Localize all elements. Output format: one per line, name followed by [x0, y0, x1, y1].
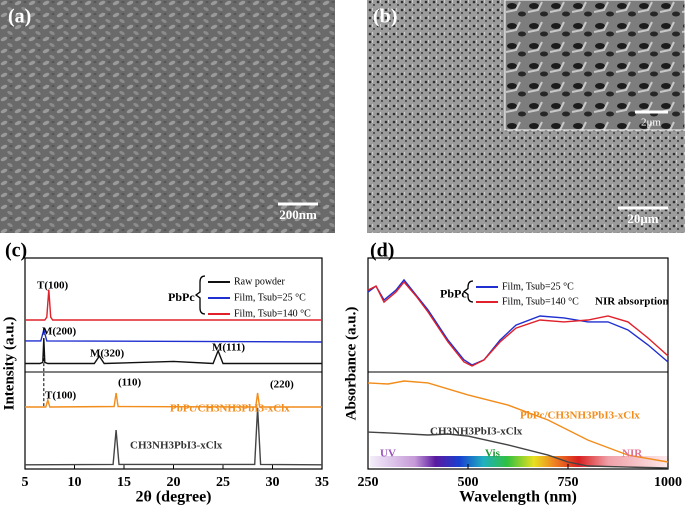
annotation: CH3NH3PbI3-xClx — [430, 426, 523, 438]
annotation: M(111) — [212, 342, 245, 354]
legend-label: Film, Tsub=140 °C — [234, 308, 311, 319]
plot-frame — [367, 257, 669, 470]
data-line — [25, 289, 322, 321]
annotation: UV — [380, 448, 396, 460]
panel-label: (d) — [370, 240, 394, 262]
scale-bar-label: 20μm — [627, 211, 658, 226]
x-tick-label: 30 — [266, 475, 280, 490]
annotation: PbPc/CH3NH3PbI3-xClx — [170, 403, 290, 415]
x-axis-title: 2θ (degree) — [135, 489, 211, 506]
annotation: T(100) — [45, 390, 77, 402]
annotation: CH3NH3PbI3-xClx — [130, 440, 223, 452]
y-axis-title: Absorbance (a.u.) — [343, 307, 359, 421]
data-line — [367, 281, 669, 367]
x-tick-label: 20 — [167, 475, 181, 490]
x-tick-label: 15 — [117, 475, 131, 490]
annotation: M(200) — [42, 326, 77, 338]
data-line — [367, 431, 669, 469]
annotation: NIR — [622, 448, 643, 460]
data-line — [367, 380, 669, 463]
x-tick-label: 1000 — [654, 475, 682, 490]
annotation: Vis — [485, 448, 501, 460]
data-line — [25, 392, 322, 408]
x-tick-label: 10 — [68, 475, 82, 490]
x-tick-label: 500 — [458, 475, 479, 490]
y-axis-title: Intensity (a.u.) — [1, 317, 17, 411]
x-tick-label: 250 — [358, 475, 379, 490]
panel-label: (c) — [5, 240, 27, 262]
data-line — [25, 326, 323, 343]
x-tick-label: 5 — [22, 475, 29, 490]
x-tick-label: 35 — [315, 475, 329, 490]
data-line — [25, 338, 322, 365]
x-axis-title: Wavelength (nm) — [459, 489, 577, 506]
spectrum-bar — [370, 456, 668, 467]
sem-inset — [504, 0, 685, 131]
annotation: M(320) — [90, 348, 125, 360]
data-line — [24, 407, 323, 466]
annotation: NIR absorption — [595, 296, 669, 308]
panel-label: (a) — [8, 6, 31, 28]
x-tick-label: 750 — [558, 475, 579, 490]
legend-brace — [462, 280, 474, 303]
x-tick-label: 25 — [216, 475, 230, 490]
annotation: (220) — [270, 379, 294, 391]
legend-label: Film, Tsub=140 °C — [502, 296, 579, 307]
legend-label: Film, Tsub=25 °C — [234, 292, 306, 303]
legend-label: Raw powder — [234, 276, 285, 287]
legend-label: Film, Tsub=25 °C — [502, 281, 574, 292]
legend-brace — [194, 275, 206, 315]
panel-label: (b) — [373, 6, 397, 28]
legend-title: PbPc — [168, 290, 195, 304]
annotation: (110) — [118, 377, 142, 389]
legend-title: PbPc — [440, 286, 467, 300]
scale-bar-label: 200nm — [279, 207, 317, 222]
scale-bar-label: 2μm — [641, 117, 661, 129]
annotation: PbPc/CH3NH3PbI3-xClx — [520, 410, 640, 422]
sem-image-a — [0, 0, 335, 233]
annotation: T(100) — [37, 280, 69, 292]
